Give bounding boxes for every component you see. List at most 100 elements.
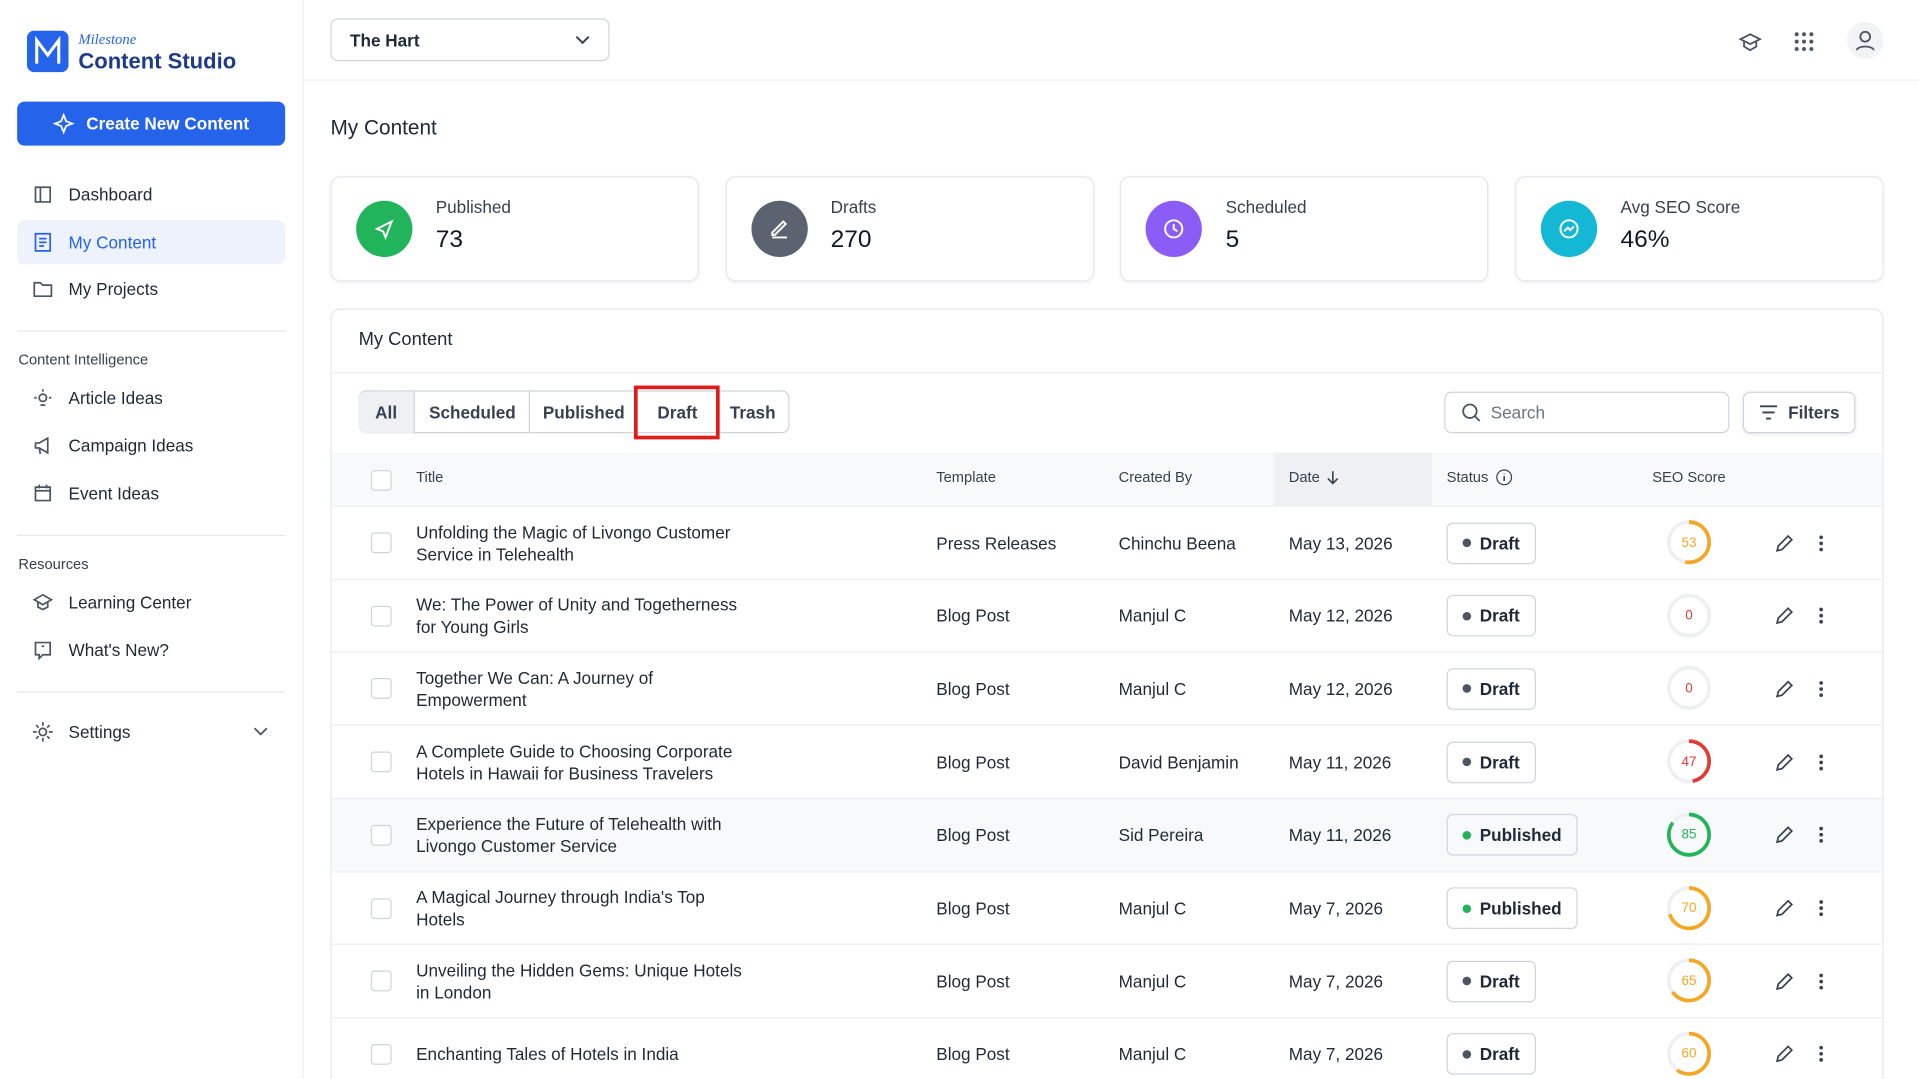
edit-icon[interactable] [1773, 751, 1795, 773]
column-header: Date [1289, 469, 1341, 486]
property-select[interactable]: The Hart [330, 18, 610, 62]
cell: 47 [1666, 726, 1713, 798]
more-icon[interactable] [1817, 898, 1824, 918]
row-title: A Complete Guide to Choosing Corporate H… [416, 741, 733, 783]
edit-icon[interactable] [1773, 678, 1795, 700]
more-icon[interactable] [1817, 1044, 1824, 1064]
nav-item[interactable]: Article Ideas [17, 376, 285, 420]
status-label: Draft [1479, 971, 1520, 991]
cell: Draft [1446, 507, 1536, 579]
row-author: Manjul C [1118, 1044, 1187, 1065]
row-checkbox[interactable] [370, 1043, 392, 1065]
table-row[interactable]: Experience the Future of Telehealth with… [331, 797, 1883, 872]
status-dot [1462, 684, 1472, 694]
user-icon[interactable] [1846, 22, 1884, 59]
row-template: Blog Post [936, 1044, 1010, 1065]
ring-arc [1666, 1031, 1712, 1076]
tab[interactable]: Trash [729, 402, 776, 423]
table-row[interactable]: Unveiling the Hidden Gems: Unique Hotels… [331, 943, 1883, 1017]
row-checkbox[interactable] [370, 970, 392, 992]
ring-arc [1666, 520, 1712, 565]
row-author: Sid Pereira [1118, 825, 1204, 845]
stat-icon [1541, 200, 1598, 258]
more-icon[interactable] [1817, 825, 1824, 845]
status-label: Draft [1479, 1044, 1520, 1065]
cell: May 7, 2026 [1289, 945, 1383, 1017]
cell: Enchanting Tales of Hotels in India [416, 1018, 753, 1079]
ring-arc [1666, 739, 1712, 784]
row-date: May 11, 2026 [1288, 825, 1392, 845]
row-title: Unveiling the Hidden Gems: Unique Hotels… [416, 960, 742, 1002]
more-icon[interactable] [1817, 971, 1824, 991]
learn-icon[interactable] [1738, 29, 1763, 53]
tab[interactable]: Published [528, 391, 638, 434]
more-icon[interactable] [1817, 606, 1824, 626]
more-icon[interactable] [1817, 533, 1824, 553]
cell: Blog Post [936, 653, 1009, 725]
more-icon[interactable] [1817, 752, 1824, 772]
nav-label: Article Ideas [68, 387, 163, 408]
nav-label: Settings [68, 722, 131, 742]
cell: A Magical Journey through India's Top Ho… [416, 872, 753, 944]
tab[interactable]: Draft [633, 385, 720, 440]
nav-item[interactable]: Settings [17, 710, 285, 754]
select-all[interactable] [370, 469, 392, 491]
edit-icon[interactable] [1773, 970, 1795, 992]
row-template: Blog Post [936, 971, 1010, 991]
nav-item[interactable]: Campaign Ideas [17, 423, 285, 467]
edit-icon[interactable] [1773, 1043, 1795, 1065]
cell [1817, 726, 1824, 798]
nav-icon [33, 281, 53, 298]
stat-value: 73 [435, 226, 463, 254]
stat-label: Scheduled [1225, 197, 1307, 217]
nav-item[interactable]: My Projects [17, 267, 285, 311]
table-row[interactable]: Unfolding the Magic of Livongo Customer … [331, 505, 1883, 579]
sparkle-icon [53, 112, 76, 135]
row-checkbox[interactable] [370, 678, 392, 700]
row-checkbox[interactable] [370, 605, 392, 627]
ring-arc [1666, 812, 1712, 857]
tab[interactable]: Scheduled [413, 391, 530, 434]
filters-button[interactable]: Filters [1742, 391, 1856, 434]
cell: Unveiling the Hidden Gems: Unique Hotels… [416, 945, 753, 1017]
nav-icon [34, 641, 52, 661]
seo-score: 0 [1685, 681, 1693, 697]
nav-icon [34, 389, 52, 406]
table-row[interactable]: A Complete Guide to Choosing Corporate H… [331, 724, 1883, 798]
column-label: SEO Score [1652, 468, 1726, 486]
row-author: Manjul C [1118, 898, 1187, 918]
edit-icon[interactable] [1773, 824, 1795, 846]
cell [1773, 945, 1795, 1017]
apps-icon[interactable] [1794, 32, 1814, 52]
row-checkbox[interactable] [370, 824, 392, 846]
column-header: Created By [1119, 469, 1192, 486]
cell: Manjul C [1119, 945, 1187, 1017]
nav-icon [33, 722, 53, 742]
nav-item[interactable]: Event Ideas [17, 471, 285, 515]
tab[interactable]: All [358, 391, 414, 434]
nav-item[interactable]: What's New? [17, 628, 285, 672]
edit-icon[interactable] [1773, 605, 1795, 627]
row-checkbox[interactable] [370, 897, 392, 919]
divider [17, 534, 286, 537]
edit-icon[interactable] [1773, 532, 1795, 554]
seo-score: 85 [1681, 827, 1697, 843]
stat-glyph [374, 219, 394, 241]
row-checkbox[interactable] [370, 532, 392, 554]
row-title: We: The Power of Unity and Togetherness … [416, 595, 738, 637]
row-checkbox[interactable] [370, 751, 392, 773]
search-box[interactable]: Search [1444, 391, 1730, 434]
seo-ring [1666, 739, 1712, 784]
table-row[interactable]: Enchanting Tales of Hotels in India Blog … [331, 1016, 1883, 1079]
table-row[interactable]: We: The Power of Unity and Togetherness … [331, 578, 1883, 652]
table-row[interactable]: A Magical Journey through India's Top Ho… [331, 870, 1883, 944]
nav-item[interactable]: Dashboard [17, 173, 285, 217]
nav-item[interactable]: My Content [17, 219, 286, 264]
more-icon[interactable] [1817, 679, 1824, 699]
stat-icon [751, 200, 808, 258]
nav-item[interactable]: Learning Center [17, 580, 285, 624]
edit-icon[interactable] [1773, 897, 1795, 919]
create-button[interactable]: Create New Content [17, 101, 286, 146]
seo-ring [1666, 593, 1712, 638]
table-row[interactable]: Together We Can: A Journey of Empowermen… [331, 651, 1883, 725]
